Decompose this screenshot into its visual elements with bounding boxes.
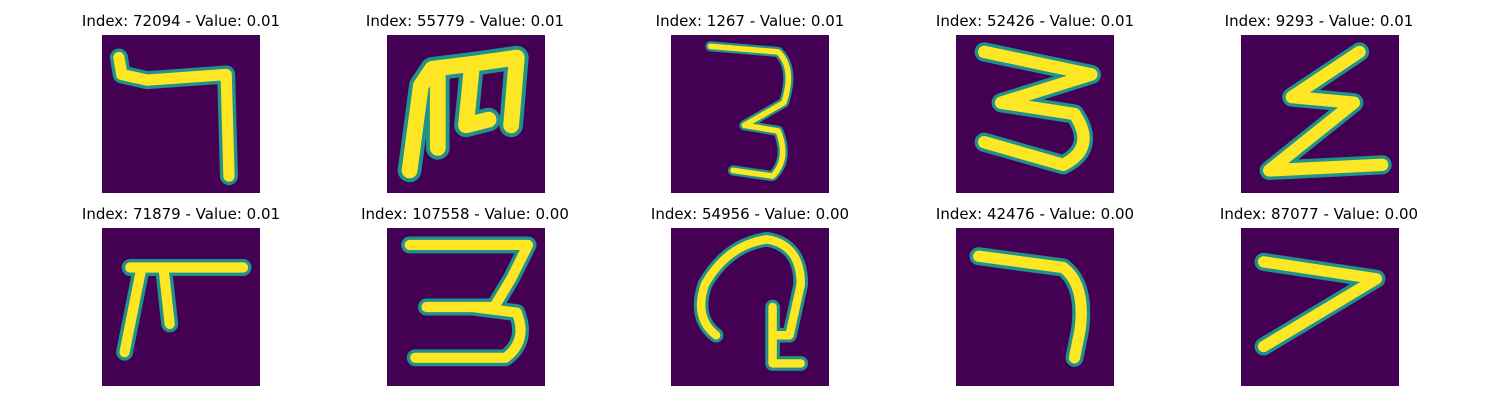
digit-glyph (693, 231, 809, 371)
digit-image (671, 228, 829, 386)
panel-title: Index: 1267 - Value: 0.01 (655, 12, 845, 30)
digit-image (387, 35, 545, 193)
digit-glyph (397, 45, 529, 183)
panel-title: Index: 54956 - Value: 0.00 (650, 205, 850, 223)
panel-title: Index: 42476 - Value: 0.00 (935, 205, 1135, 223)
digit-glyph (1254, 252, 1386, 356)
panel-title: Index: 52426 - Value: 0.01 (935, 12, 1135, 30)
digit-glyph (109, 48, 238, 186)
panel-title: Index: 55779 - Value: 0.01 (365, 12, 565, 30)
digit-glyph (969, 247, 1091, 367)
digit-image (387, 228, 545, 386)
digit-glyph (974, 42, 1102, 175)
digit-image (102, 228, 260, 386)
digit-glyph (401, 236, 537, 367)
digit-image (956, 228, 1114, 386)
digit-glyph (705, 41, 794, 182)
digit-glyph (1259, 42, 1392, 181)
digit-glyph (116, 259, 252, 361)
panel-title: Index: 71879 - Value: 0.01 (81, 205, 281, 223)
panel-title: Index: 9293 - Value: 0.01 (1224, 12, 1414, 30)
digit-image (956, 35, 1114, 193)
digit-image (1241, 35, 1399, 193)
digit-image (102, 35, 260, 193)
panel-title: Index: 87077 - Value: 0.00 (1219, 205, 1419, 223)
panel-title: Index: 107558 - Value: 0.00 (361, 205, 569, 223)
panel-title: Index: 72094 - Value: 0.01 (81, 12, 281, 30)
digit-image (1241, 228, 1399, 386)
digit-image (671, 35, 829, 193)
